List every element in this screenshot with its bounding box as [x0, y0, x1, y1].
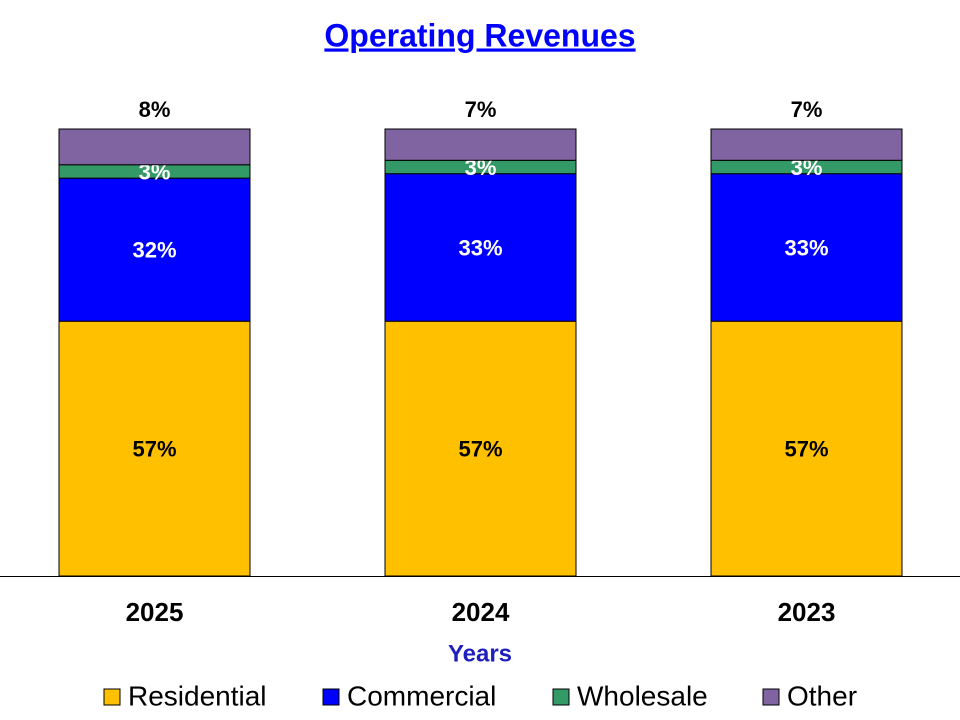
x-axis-label: Years: [448, 640, 512, 667]
x-tick-label: 2023: [778, 597, 836, 627]
data-label: 57%: [784, 436, 828, 461]
bar-segment: [58, 320, 251, 577]
bar-segment: [384, 128, 577, 161]
data-label: 7%: [791, 97, 823, 122]
chart-title: Operating Revenues: [324, 17, 635, 53]
legend-swatch: [762, 688, 780, 706]
data-label: 32%: [132, 238, 176, 263]
legend-swatch: [322, 688, 340, 706]
bar-segment: [710, 173, 903, 322]
bar-segment: [384, 320, 577, 577]
data-label: 57%: [458, 436, 502, 461]
bar-segment: [58, 177, 251, 322]
bar-segment: [710, 320, 903, 577]
legend-swatch: [552, 688, 570, 706]
bar-segment: [384, 173, 577, 322]
legend-label: Commercial: [347, 680, 496, 711]
legend-swatch: [103, 688, 121, 706]
data-label: 8%: [139, 97, 171, 122]
legend-label: Residential: [128, 680, 267, 711]
legend-label: Other: [787, 680, 857, 711]
data-label: 57%: [132, 436, 176, 461]
data-label: 33%: [784, 235, 828, 260]
data-label: 33%: [458, 235, 502, 260]
legend-label: Wholesale: [577, 680, 708, 711]
bar-segment: [58, 128, 251, 166]
x-tick-label: 2024: [452, 597, 510, 627]
bar-segment: [710, 128, 903, 161]
data-label: 7%: [465, 97, 497, 122]
x-tick-label: 2025: [126, 597, 184, 627]
